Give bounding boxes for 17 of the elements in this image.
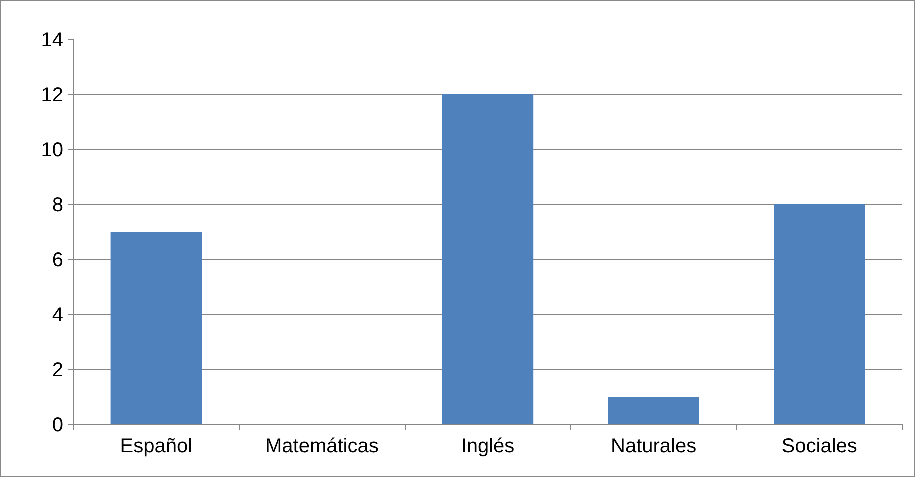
bar <box>608 397 700 424</box>
y-tick-label: 6 <box>52 250 64 272</box>
y-tick-label: 14 <box>41 30 64 52</box>
bar <box>442 94 534 424</box>
y-tick-label: 8 <box>52 194 64 216</box>
x-tick-label: Inglés <box>461 436 515 458</box>
x-tick-label: Sociales <box>782 436 858 458</box>
y-tick-label: 4 <box>52 304 64 326</box>
x-tick-label: Naturales <box>611 436 697 458</box>
y-tick-label: 10 <box>41 140 64 162</box>
y-tick-label: 12 <box>41 84 64 106</box>
y-tick-label: 2 <box>52 360 64 382</box>
x-tick-label: Español <box>120 436 193 458</box>
x-tick-label: Matemáticas <box>266 436 379 458</box>
bar <box>774 204 866 424</box>
y-tick-label: 0 <box>52 414 64 436</box>
bar <box>110 232 202 424</box>
